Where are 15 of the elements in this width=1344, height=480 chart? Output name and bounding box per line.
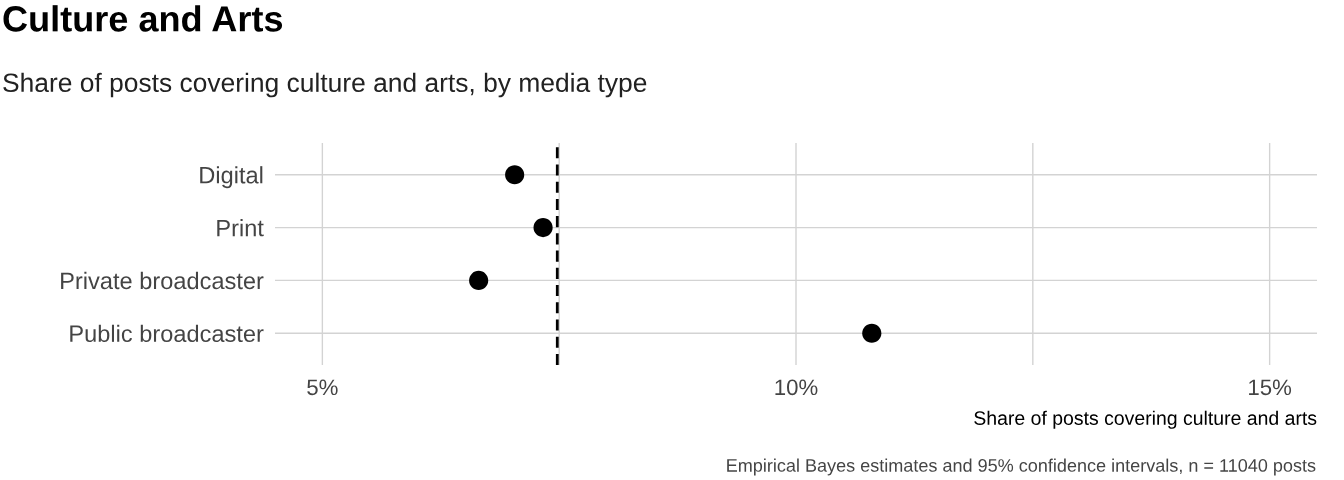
chart-title: Culture and Arts <box>3 5 283 32</box>
chart-subtitle: Share of posts covering culture and arts, by media type <box>3 72 647 98</box>
point <box>533 218 553 238</box>
x-tick-label: 10% <box>775 379 818 396</box>
x-tick-label: 5% <box>307 379 338 396</box>
point <box>469 270 489 290</box>
y-tick-label: Print <box>217 219 264 237</box>
x-axis-title: Share of posts covering culture and arts <box>974 410 1317 429</box>
y-tick-label: Public broadcaster <box>70 324 264 343</box>
point <box>862 323 882 343</box>
point <box>505 165 525 185</box>
text: Empirical Bayes estimates and 95% confidence intervals, n = 11040 posts <box>727 458 1316 476</box>
x-tick-label: 15% <box>1249 379 1292 396</box>
y-tick-label: Private broadcaster <box>61 271 264 290</box>
y-tick-label: Digital <box>200 166 263 189</box>
